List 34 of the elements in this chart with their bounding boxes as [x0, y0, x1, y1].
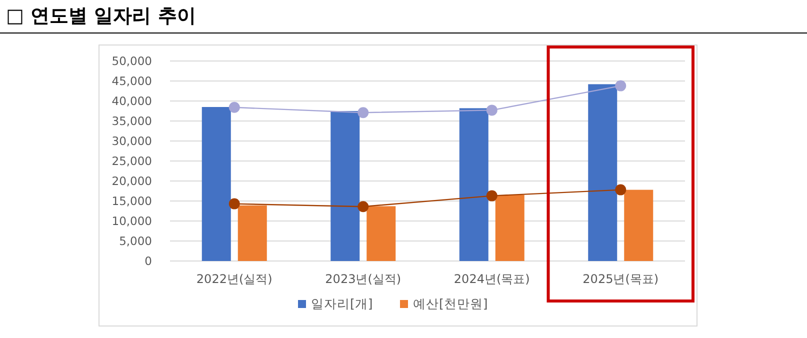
- title: □ 연도별 일자리 추이: [6, 5, 196, 27]
- x-tick-label: 2025년(목표): [582, 272, 659, 286]
- bar: [624, 190, 654, 261]
- legend-label: 예산[천만원]: [413, 296, 488, 311]
- point: [486, 104, 498, 116]
- point: [228, 198, 240, 210]
- bar: [366, 206, 396, 261]
- y-tick-label: 10,000: [112, 214, 152, 228]
- point: [358, 107, 369, 118]
- bar: [238, 205, 267, 261]
- y-tick-label: 45,000: [112, 74, 152, 88]
- y-tick-label: 5,000: [119, 234, 152, 248]
- x-tick-label: 2022년(실적): [196, 272, 272, 286]
- y-tick-label: 50,000: [112, 54, 152, 68]
- point: [486, 190, 498, 202]
- x-tick-label: 2024년(목표): [454, 272, 530, 286]
- bar: [330, 111, 360, 261]
- point: [358, 201, 369, 212]
- legend-label: 일자리[개]: [311, 296, 373, 311]
- x-tick-label: 2023년(실적): [325, 272, 402, 286]
- y-tick-label: 0: [144, 254, 152, 268]
- bar: [459, 108, 488, 261]
- y-tick-label: 30,000: [112, 134, 152, 148]
- bar: [495, 195, 524, 261]
- point: [228, 102, 240, 113]
- y-tick-label: 20,000: [112, 174, 152, 188]
- bar: [202, 107, 231, 261]
- point: [615, 184, 626, 196]
- y-tick-label: 25,000: [112, 154, 152, 168]
- point: [615, 80, 626, 92]
- y-tick-label: 15,000: [112, 194, 152, 208]
- bar: [588, 84, 618, 261]
- y-tick-label: 40,000: [112, 94, 152, 108]
- y-tick-label: 35,000: [112, 114, 152, 128]
